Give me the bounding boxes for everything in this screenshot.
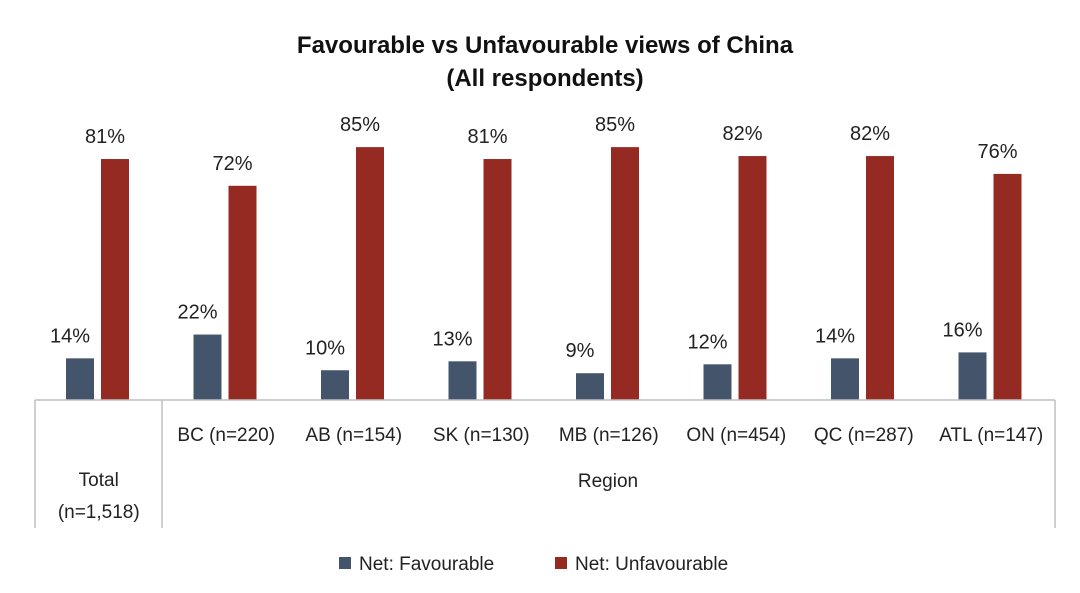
unfavourable-data-label: 85% [340,114,380,136]
category-label: BC (n=220) [177,425,275,446]
unfavourable-data-label: 85% [595,114,635,136]
chart-title: Favourable vs Unfavourable views of Chin… [297,32,794,59]
category-label: ON (n=454) [686,425,786,446]
favourable-bar [958,352,987,400]
chart-subtitle: (All respondents) [446,65,643,92]
unfavourable-bar [483,159,512,400]
unfavourable-data-label: 82% [722,123,762,145]
unfavourable-data-label: 72% [212,153,252,175]
category-label: MB (n=126) [559,425,659,446]
category-label: QC (n=287) [814,425,914,446]
favourable-data-label: 22% [177,302,217,324]
category-label: SK (n=130) [433,425,530,446]
unfavourable-bar [738,156,767,400]
category-label: Total [79,470,119,491]
unfavourable-bar [993,173,1022,400]
unfavourable-bar [228,185,257,400]
unfavourable-bar [611,147,639,400]
favourable-bar [831,358,859,400]
legend-swatch-unfavourable [555,557,567,569]
unfavourable-data-label: 81% [467,126,507,148]
favourable-data-label: 16% [942,319,982,341]
favourable-bar [66,358,94,400]
favourable-data-label: 12% [687,331,727,353]
favourable-bar [193,334,222,400]
favourable-data-label: 13% [432,328,472,350]
category-label: (n=1,518) [58,502,140,523]
unfavourable-bar [101,159,129,400]
category-label: AB (n=154) [305,425,402,446]
unfavourable-bar [866,156,894,400]
category-axis: Total (n=1,518) BC (n=220) AB (n=154) SK (n=… [34,399,1056,528]
unfavourable-bar [356,147,384,400]
unfavourable-data-label: 81% [85,126,125,148]
unfavourable-data-label: 76% [977,141,1017,163]
favourable-data-label: 10% [305,337,345,359]
legend-label-favourable: Net: Favourable [359,554,494,575]
group-label-region: Region [578,471,638,492]
favourable-data-label: 9% [566,340,595,362]
favourable-bar [703,364,732,400]
unfavourable-data-label: 82% [850,123,890,145]
category-label: ATL (n=147) [939,425,1043,446]
favourable-bar [576,373,604,400]
favourable-data-label: 14% [50,325,90,347]
legend-label-unfavourable: Net: Unfavourable [575,554,728,575]
favourable-data-label: 14% [815,325,855,347]
legend-swatch-favourable [339,557,351,569]
favourable-bar [321,370,349,400]
legend: Net: Favourable Net: Unfavourable [339,554,728,575]
favourable-bar [448,361,477,400]
bars-group: 14% 22% 10% 13% 9% 12% 14% 16% 81% 72% 85% 81% 85% 82… [50,114,1022,400]
